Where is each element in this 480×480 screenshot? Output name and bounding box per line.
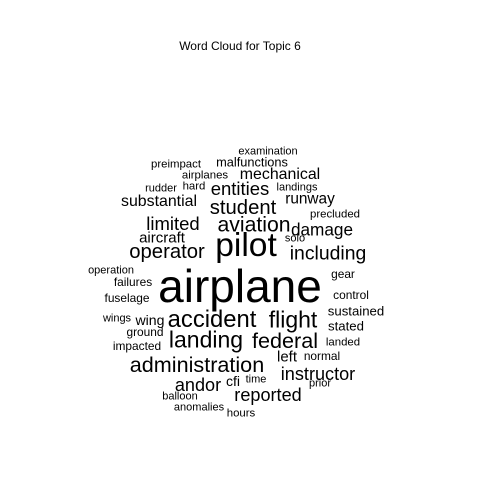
word-accident: accident [167, 306, 257, 334]
word-federal: federal [251, 328, 319, 354]
word-failures: failures [113, 275, 153, 290]
word-reported: reported [234, 384, 302, 405]
word-landing: landing [168, 326, 244, 353]
word-pilot: pilot [215, 227, 277, 265]
word-landed: landed [325, 336, 361, 349]
word-cfi: cfi [225, 372, 241, 389]
word-operation: operation [88, 264, 134, 277]
word-precluded: precluded [309, 208, 361, 221]
word-including: including [289, 242, 367, 265]
word-preimpact: preimpact [150, 158, 202, 171]
word-entities: entities [210, 177, 270, 199]
word-anomalies: anomalies [173, 401, 225, 414]
word-examination: examination [238, 145, 298, 158]
word-solo: solo [284, 232, 306, 245]
word-ground: ground [126, 325, 164, 340]
word-landings: landings [276, 181, 318, 194]
word-rudder: rudder [145, 182, 177, 195]
word-administration: administration [129, 352, 265, 378]
word-gear: gear [331, 267, 355, 282]
word-wing: wing [135, 311, 165, 328]
word-operator: operator [129, 240, 205, 263]
word-prior: prior [308, 377, 332, 390]
word-balloon: balloon [162, 390, 198, 403]
word-time: time [245, 373, 267, 386]
word-hours: hours [226, 407, 256, 420]
word-fuselage: fuselage [104, 291, 150, 306]
word-aircraft: aircraft [139, 229, 185, 247]
word-hard: hard [182, 180, 206, 193]
word-andor: andor [174, 374, 222, 395]
word-airplanes: airplanes [181, 169, 229, 182]
word-impacted: impacted [112, 339, 162, 354]
word-control: control [333, 288, 369, 303]
word-damage: damage [290, 219, 354, 240]
word-substantial: substantial [121, 193, 197, 211]
word-flight: flight [268, 306, 318, 333]
chart-title: Word Cloud for Topic 6 [179, 39, 301, 53]
word-instructor: instructor [280, 363, 356, 384]
word-stated: stated [328, 318, 364, 334]
word-limited: limited [146, 212, 200, 234]
word-runway: runway [285, 190, 335, 208]
word-left: left [276, 348, 298, 366]
word-wings: wings [102, 312, 132, 325]
word-sustained: sustained [327, 303, 385, 319]
word-student: student [209, 196, 277, 219]
word-airplane: airplane [158, 260, 322, 312]
word-malfunctions: malfunctions [216, 154, 288, 170]
word-aviation: aviation [217, 213, 291, 237]
word-normal: normal [303, 349, 341, 364]
word-mechanical: mechanical [239, 166, 321, 184]
